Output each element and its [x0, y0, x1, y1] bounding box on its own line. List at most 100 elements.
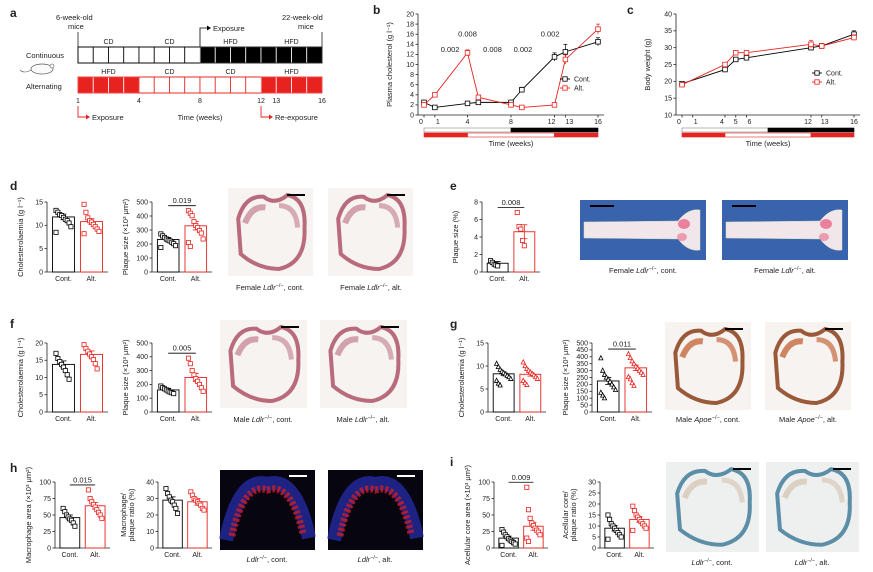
image-caption: Male Apoe−/−, alt.	[779, 415, 837, 424]
x-tick-label: 4	[720, 119, 724, 126]
y-tick-label: 30	[146, 496, 154, 503]
data-point-alt	[679, 82, 685, 88]
continuous-week-cell	[108, 46, 125, 64]
mouse-icon	[19, 63, 55, 75]
individual-point	[537, 532, 543, 538]
plaque-region	[681, 478, 708, 500]
plaque-region	[679, 338, 704, 359]
caption-part: , cont.	[284, 283, 304, 292]
y-tick-label: 10	[35, 223, 43, 230]
legend-entry: Alt.	[826, 80, 836, 87]
individual-point	[508, 375, 514, 381]
continuous-week-cell	[245, 46, 262, 64]
data-point-alt	[475, 94, 482, 101]
x-tick-label: 13	[565, 119, 573, 126]
y-tick-label: 10	[146, 529, 154, 536]
image-caption: Ldlr−/−, alt.	[795, 558, 830, 567]
x-tick-label: 4	[466, 119, 470, 126]
individual-point	[630, 503, 636, 509]
lipid-stain	[820, 219, 832, 229]
y-tick-label: 0	[47, 545, 51, 552]
plaque-region	[272, 335, 294, 360]
individual-point	[495, 363, 502, 370]
y-tick-label: 20	[146, 512, 154, 519]
y-tick-label: 0	[410, 112, 414, 119]
y-axis-title: Cholesterolaemia (g l⁻¹)	[457, 337, 466, 417]
data-point-alt	[508, 102, 514, 108]
individual-point	[598, 389, 604, 395]
image-caption: Ldlr−/−, cont.	[692, 558, 733, 567]
image-caption: Male Apoe−/−, cont.	[676, 415, 740, 424]
data-point-alt	[551, 102, 558, 108]
category-label: Alt.	[631, 416, 641, 423]
y-tick-label: 0	[474, 269, 478, 276]
data-point-alt	[851, 34, 857, 41]
caption-part: −/−	[380, 283, 388, 289]
data-point-cont	[743, 55, 750, 61]
individual-point	[173, 505, 179, 511]
alternating-week-cell	[291, 76, 308, 94]
caption-part: , alt.	[375, 415, 389, 424]
y-axis-title: Plaque size (×10³ μm²)	[121, 198, 130, 275]
individual-point	[187, 244, 193, 250]
micrograph-e-cont	[580, 200, 706, 260]
bar-chart-f1: 0 5 10 15 20 Cholesterolaemia (g l⁻¹) Cont. Alt…	[16, 337, 108, 423]
week-tick: 1	[76, 98, 80, 105]
aorta-tissue	[583, 209, 701, 251]
alternating-week-cell	[260, 76, 277, 94]
individual-point	[72, 523, 78, 529]
individual-point	[625, 350, 632, 357]
data-point-cont	[733, 56, 739, 63]
p-value-annotation: 0.008	[483, 45, 502, 54]
individual-point	[512, 541, 518, 547]
micrograph-e-alt	[722, 200, 848, 260]
individual-point	[520, 358, 526, 365]
y-tick-label: 12	[406, 52, 414, 59]
plaque-region	[779, 338, 804, 359]
individual-point	[640, 371, 646, 377]
y-tick-label: 5	[480, 386, 484, 393]
caption-part: , cont.	[267, 555, 287, 564]
y-tick-label: 100	[136, 396, 148, 403]
alternating-hfd-bar	[681, 132, 726, 138]
bar-chart-g1: 0 5 10 15 Cholesterolaemia (g l⁻¹) Cont. Alt.	[457, 337, 546, 423]
caption-part: −/−	[807, 558, 815, 564]
bar-chart-d2: 0 100 200 300 400 500 Plaque size (×10³ μm²) Co…	[121, 196, 212, 283]
individual-point	[64, 372, 70, 378]
caption-part: Ldlr	[247, 555, 260, 564]
individual-point	[598, 354, 604, 361]
reexposure-label: Re-exposure	[275, 113, 318, 122]
plaque-region	[378, 203, 401, 228]
individual-point	[607, 516, 613, 522]
y-axis-title: plaque ratio (%)	[127, 488, 136, 541]
p-value-annotation: 0.008	[458, 30, 477, 39]
macrophage-stain	[336, 485, 415, 537]
data-point-alt	[722, 61, 728, 68]
individual-point	[81, 201, 87, 207]
vessel-wall	[328, 324, 401, 403]
legend-entry: Cont.	[574, 77, 591, 84]
plaque-region	[342, 204, 366, 225]
caption-part: −/−	[259, 555, 267, 561]
individual-point	[200, 236, 206, 242]
p-value: 0.015	[73, 475, 92, 484]
caption-part: Ldlr	[692, 558, 705, 567]
y-tick-label: 200	[136, 382, 148, 389]
caption-part: Female	[340, 283, 367, 292]
caption-part: −/−	[367, 415, 375, 421]
category-label: Alt.	[86, 416, 96, 423]
alt-exposure-label: Exposure	[92, 113, 124, 122]
alternating-row-border	[77, 76, 323, 94]
individual-point	[521, 243, 527, 249]
nuclei-stain	[327, 476, 424, 542]
y-tick-label: 100	[478, 479, 490, 486]
plaque-region	[716, 337, 739, 362]
x-tick-label: 8	[509, 119, 513, 126]
image-caption: Male Ldlr−/−, cont.	[233, 415, 292, 424]
bar-chart-f2: 0 100 200 300 400 500 Plaque size (×10³ μm²) Co…	[121, 339, 212, 423]
plaque-region	[721, 477, 745, 503]
y-tick-label: 6	[474, 217, 478, 224]
y-tick-label: 8	[474, 199, 478, 206]
individual-point	[609, 381, 615, 387]
